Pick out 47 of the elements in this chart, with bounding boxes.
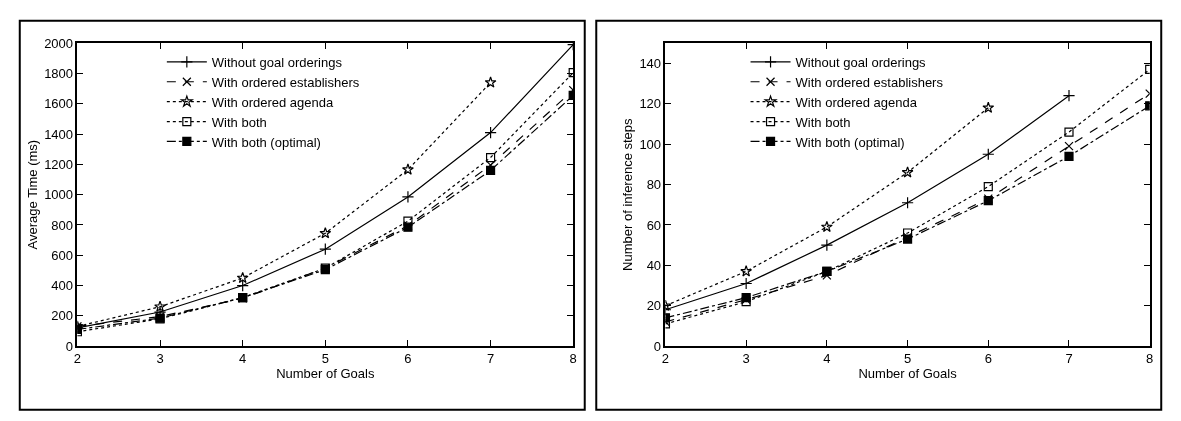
y-tick-label: 100 bbox=[639, 136, 662, 152]
y-tick-label: 40 bbox=[646, 257, 662, 273]
x-tick-label: 8 bbox=[569, 351, 577, 367]
legend-label: Without goal orderings bbox=[211, 54, 343, 70]
legend-label: With ordered establishers bbox=[211, 74, 360, 90]
y-axis-title: Average Time (ms) bbox=[24, 139, 40, 250]
y-tick-label: 0 bbox=[65, 338, 74, 354]
x-axis-title: Number of Goals bbox=[276, 366, 375, 382]
legend-label: With both (optimal) bbox=[795, 134, 905, 150]
x-tick-label: 5 bbox=[903, 351, 912, 367]
x-tick-label: 3 bbox=[742, 351, 750, 367]
x-tick-label: 7 bbox=[486, 351, 495, 367]
x-axis-title: Number of Goals bbox=[858, 366, 958, 382]
x-tick-label: 6 bbox=[984, 351, 992, 367]
legend-label: Without goal orderings bbox=[795, 54, 927, 70]
y-tick-label: 600 bbox=[51, 247, 74, 263]
y-tick-label: 1600 bbox=[44, 96, 74, 112]
y-tick-label: 2000 bbox=[44, 35, 74, 51]
y-tick-label: 120 bbox=[639, 96, 662, 112]
y-tick-label: 1400 bbox=[44, 126, 74, 142]
legend-label: With ordered establishers bbox=[795, 74, 944, 90]
y-tick-label: 140 bbox=[639, 55, 662, 71]
x-tick-label: 2 bbox=[73, 351, 82, 367]
y-tick-label: 0 bbox=[653, 338, 662, 354]
x-tick-label: 6 bbox=[404, 351, 412, 367]
legend-label: With both bbox=[795, 114, 851, 130]
x-tick-label: 2 bbox=[661, 351, 670, 367]
legend-label: With ordered agenda bbox=[211, 94, 335, 110]
y-tick-label: 1800 bbox=[44, 66, 74, 82]
y-tick-label: 1200 bbox=[44, 156, 74, 172]
y-tick-label: 200 bbox=[51, 308, 74, 324]
y-tick-label: 400 bbox=[51, 278, 74, 294]
legend-label: With both bbox=[211, 114, 267, 130]
x-tick-label: 5 bbox=[321, 351, 329, 367]
x-tick-label: 8 bbox=[1146, 351, 1154, 367]
y-tick-label: 800 bbox=[51, 217, 74, 233]
y-tick-label: 80 bbox=[646, 177, 662, 193]
y-axis-title: Number of inference steps bbox=[619, 117, 635, 271]
x-tick-label: 4 bbox=[239, 351, 247, 367]
x-tick-label: 3 bbox=[156, 351, 164, 367]
y-tick-label: 1000 bbox=[44, 187, 74, 203]
x-tick-label: 4 bbox=[823, 351, 831, 367]
legend-label: With ordered agenda bbox=[795, 94, 918, 110]
x-tick-label: 7 bbox=[1065, 351, 1073, 367]
legend-label: With both (optimal) bbox=[211, 134, 321, 150]
y-tick-label: 60 bbox=[646, 217, 662, 233]
y-tick-label: 20 bbox=[646, 298, 662, 314]
